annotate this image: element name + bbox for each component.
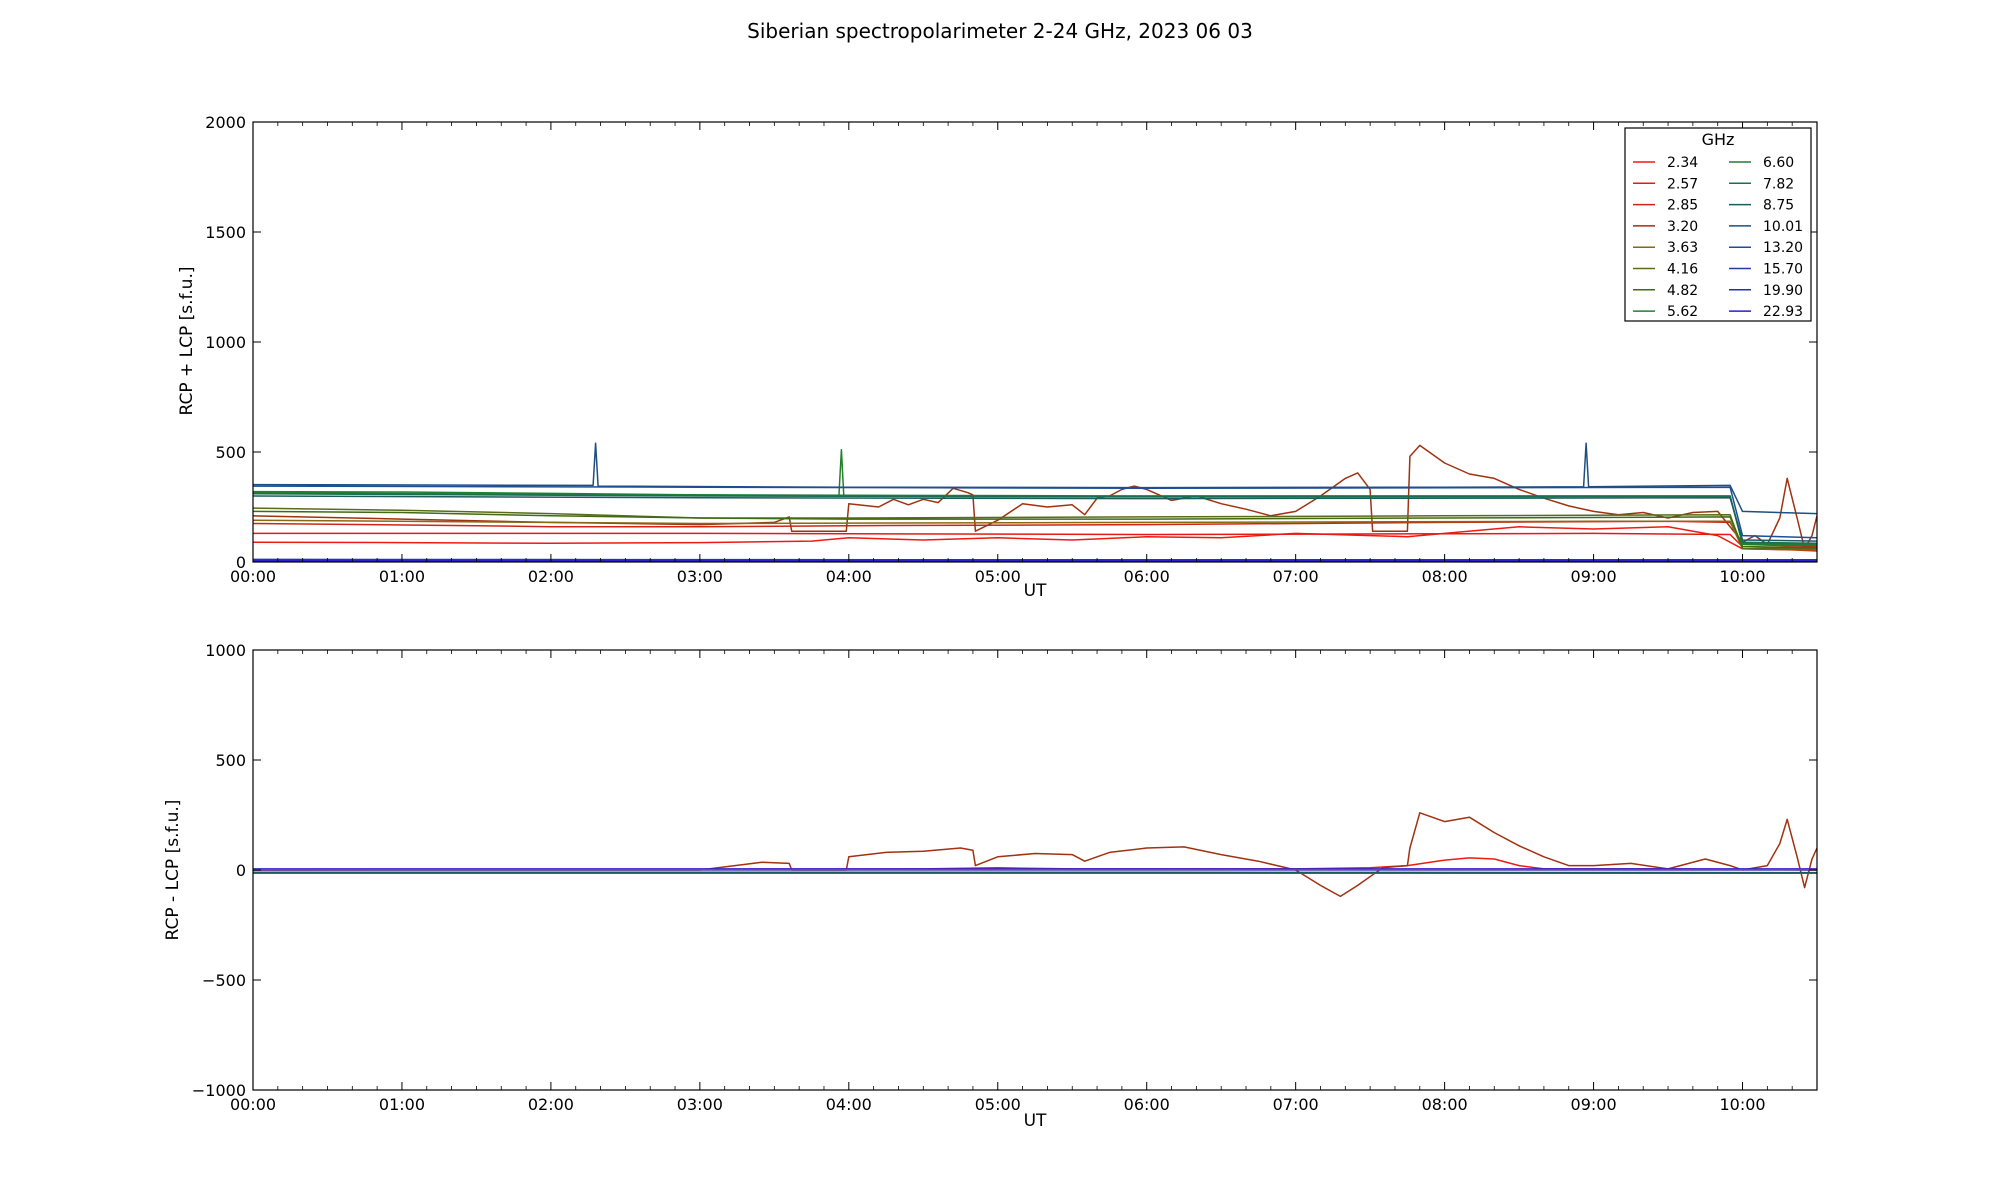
lower-ytick-label: 500	[215, 751, 246, 770]
lower-ytick-label: −1000	[192, 1081, 246, 1100]
upper-xtick-label: 07:00	[1273, 567, 1319, 586]
upper-xtick-label: 04:00	[826, 567, 872, 586]
upper-series-13-20	[253, 485, 1817, 539]
legend-box	[1624, 127, 1812, 322]
legend-label-15-70: 15.70	[1763, 262, 1803, 278]
lower-xtick-label: 08:00	[1422, 1095, 1468, 1114]
legend-label-6-60: 6.60	[1763, 155, 1794, 171]
lower-ytick-label: 1000	[205, 641, 246, 660]
legend-label-4-16: 4.16	[1667, 262, 1698, 278]
upper-xtick-label: 09:00	[1571, 567, 1617, 586]
legend-label-19-90: 19.90	[1763, 283, 1803, 299]
legend-label-2-34: 2.34	[1667, 155, 1698, 171]
legend-title: GHz	[1702, 130, 1735, 149]
upper-xlabel: UT	[1024, 581, 1047, 601]
upper-ylabel: RCP + LCP [s.f.u.]	[177, 267, 197, 416]
upper-xtick-label: 00:00	[230, 567, 276, 586]
lower-xtick-label: 03:00	[677, 1095, 723, 1114]
upper-series-10-01	[253, 442, 1817, 515]
lower-xtick-label: 04:00	[826, 1095, 872, 1114]
legend-label-2-57: 2.57	[1667, 176, 1698, 192]
lower-xtick-label: 02:00	[528, 1095, 574, 1114]
upper-xtick-label: 05:00	[975, 567, 1021, 586]
upper-series-8-75	[253, 495, 1817, 542]
upper-ytick-label: 0	[236, 553, 246, 572]
upper-xtick-label: 01:00	[379, 567, 425, 586]
legend-label-2-85: 2.85	[1667, 198, 1698, 214]
lower-ylabel: RCP - LCP [s.f.u.]	[163, 800, 183, 941]
upper-series-2-57	[253, 532, 1817, 550]
legend-label-7-82: 7.82	[1763, 176, 1794, 192]
upper-series-group	[253, 442, 1817, 562]
legend-label-22-93: 22.93	[1763, 304, 1803, 320]
lower-xlabel: UT	[1024, 1111, 1047, 1131]
upper-ytick-label: 2000	[205, 113, 246, 132]
legend-label-10-01: 10.01	[1763, 219, 1803, 235]
lower-plot-panel: RCP - LCP [s.f.u.] UT 00:00 01:00 02:00 03:…	[163, 641, 1818, 1131]
lower-series-group	[253, 812, 1817, 898]
legend-label-13-20: 13.20	[1763, 240, 1803, 256]
upper-plot-panel: RCP + LCP [s.f.u.] UT 00:00 01:00 02:00 03:…	[177, 113, 1818, 601]
upper-xtick-label: 08:00	[1422, 567, 1468, 586]
upper-ytick-label: 1500	[205, 223, 246, 242]
upper-xtick-label: 03:00	[677, 567, 723, 586]
lower-xtick-label: 09:00	[1571, 1095, 1617, 1114]
lower-xtick-label: 10:00	[1719, 1095, 1765, 1114]
legend-label-8-75: 8.75	[1763, 198, 1794, 214]
legend-label-3-20: 3.20	[1667, 219, 1698, 235]
upper-series-7-82	[253, 493, 1817, 545]
upper-xtick-label: 10:00	[1719, 567, 1765, 586]
lower-xtick-label: 07:00	[1273, 1095, 1319, 1114]
upper-ytick-label: 500	[215, 443, 246, 462]
upper-series-2-34	[253, 526, 1817, 552]
upper-xtick-label: 02:00	[528, 567, 574, 586]
legend-label-3-63: 3.63	[1667, 240, 1698, 256]
figure-title: Siberian spectropolarimeter 2-24 GHz, 20…	[747, 19, 1253, 43]
lower-xtick-label: 01:00	[379, 1095, 425, 1114]
lower-xtick-label: 00:00	[230, 1095, 276, 1114]
upper-ytick-label: 1000	[205, 333, 246, 352]
legend-label-5-62: 5.62	[1667, 304, 1698, 320]
lower-series-3-20	[253, 812, 1817, 898]
lower-xtick-label: 06:00	[1124, 1095, 1170, 1114]
upper-series-4-82	[253, 510, 1817, 549]
lower-ytick-label: −500	[202, 971, 246, 990]
lower-xtick-label: 05:00	[975, 1095, 1021, 1114]
lower-ytick-label: 0	[236, 861, 246, 880]
upper-xtick-label: 06:00	[1124, 567, 1170, 586]
legend-label-4-82: 4.82	[1667, 283, 1698, 299]
